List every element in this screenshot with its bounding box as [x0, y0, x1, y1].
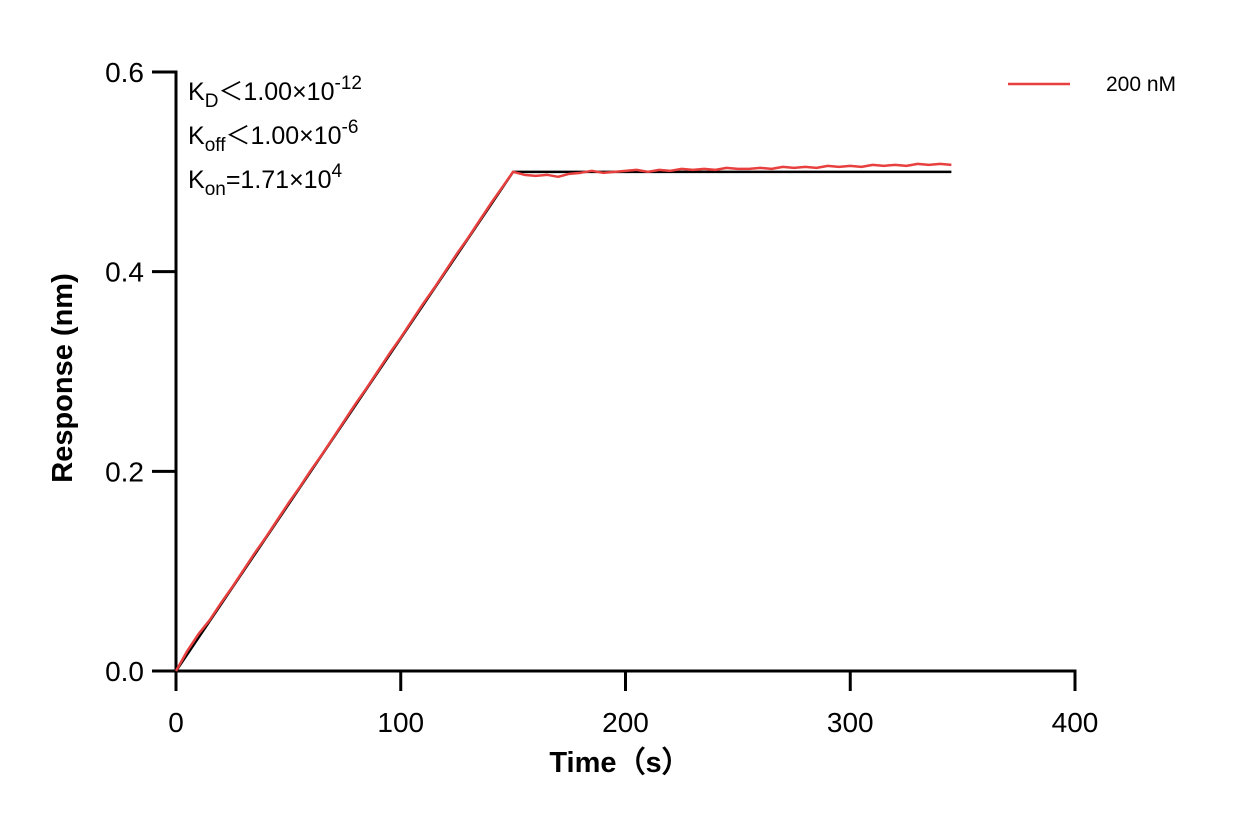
- annotation: Koff＜1.00×10-6: [188, 117, 358, 156]
- annotation-text: ＜1.00×10: [218, 78, 334, 106]
- annotation-main: K: [188, 122, 205, 150]
- x-tick-label: 300: [827, 707, 874, 738]
- y-tick-label: 0.2: [105, 456, 144, 487]
- y-axis-title: Response (nm): [47, 273, 79, 482]
- annotation-main: K: [188, 166, 205, 194]
- annotation-sub: D: [205, 91, 219, 112]
- x-tick-label: 200: [602, 707, 649, 738]
- annotation-main: K: [188, 78, 205, 106]
- annotation: Kon=1.71×104: [188, 161, 343, 200]
- annotation-text: =1.71×10: [226, 166, 332, 194]
- y-tick-label: 0.6: [105, 57, 144, 88]
- x-tick-label: 100: [377, 707, 424, 738]
- y-tick-label: 0.4: [105, 257, 144, 288]
- data-line: [174, 162, 952, 672]
- data-line: [174, 170, 952, 672]
- annotation-sup: -12: [335, 73, 362, 94]
- annotation-sup: 4: [332, 161, 343, 182]
- x-tick-label: 400: [1052, 707, 1099, 738]
- annotation: KD＜1.00×10-12: [188, 73, 362, 112]
- annotation-sub: on: [205, 179, 226, 200]
- annotation-sup: -6: [342, 117, 359, 138]
- y-tick-label: 0.0: [105, 656, 144, 687]
- annotation-text: ＜1.00×10: [225, 122, 341, 150]
- x-axis-title: Time（s）: [549, 746, 690, 779]
- legend-label: 200 nM: [1106, 73, 1176, 96]
- annotation-sub: off: [205, 135, 227, 156]
- x-tick-label: 0: [168, 707, 184, 738]
